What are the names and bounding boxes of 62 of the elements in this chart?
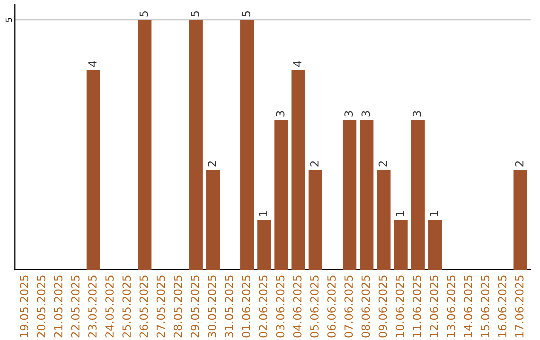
bar	[514, 170, 528, 270]
bar	[360, 120, 374, 270]
x-tick-label: 29.05.2025	[190, 276, 200, 338]
data-label: 3	[412, 111, 422, 117]
bar	[274, 120, 288, 270]
data-label: 1	[396, 211, 404, 216]
x-tick-label: 11.06.2025	[412, 276, 422, 338]
data-label: 3	[276, 111, 285, 117]
x-tick-label: 17.06.2025	[515, 276, 524, 338]
bar	[240, 20, 254, 270]
x-tick-label: 08.06.2025	[362, 276, 370, 338]
x-tick-label: 01.06.2025	[242, 276, 251, 338]
bar	[377, 170, 391, 270]
x-tick-label: 21.05.2025	[54, 276, 63, 338]
data-label: 2	[310, 162, 319, 167]
x-tick-label: 10.06.2025	[396, 276, 404, 338]
x-tick-label: 03.06.2025	[276, 276, 285, 338]
x-tick-label: 24.05.2025	[106, 276, 114, 338]
x-tick-label: 25.05.2025	[122, 276, 132, 338]
data-label: 1	[430, 211, 438, 216]
data-label: 5	[191, 11, 200, 17]
x-tick-label: 28.05.2025	[174, 276, 182, 338]
x-tick-label: 15.06.2025	[481, 276, 490, 338]
bar	[394, 220, 408, 270]
x-tick-label: 26.05.2025	[140, 276, 148, 338]
x-tick-label: 31.05.2025	[225, 276, 234, 338]
bar	[206, 170, 220, 270]
x-tick-label: 30.05.2025	[208, 276, 216, 338]
x-tick-label: 06.06.2025	[328, 276, 336, 338]
data-label: 2	[378, 162, 388, 167]
x-tick-label: 19.05.2025	[20, 276, 29, 338]
data-label: 1	[259, 211, 268, 216]
x-tick-label: 07.06.2025	[344, 276, 354, 338]
x-tick-label: 23.05.2025	[88, 276, 97, 338]
bar	[189, 20, 203, 270]
bar	[258, 220, 272, 270]
data-label: 2	[208, 162, 216, 167]
x-tick-label: 13.06.2025	[447, 276, 456, 338]
data-label: 5	[242, 11, 251, 17]
x-tick-label: 14.06.2025	[464, 276, 473, 338]
bar	[342, 120, 357, 270]
x-tick-label: 02.06.2025	[259, 276, 268, 338]
x-tick-label: 09.06.2025	[378, 276, 388, 338]
data-label: 2	[515, 162, 524, 167]
x-tick-label: 12.06.2025	[430, 276, 438, 338]
data-label: 4	[294, 61, 302, 68]
x-tick-label: 20.05.2025	[37, 276, 46, 338]
data-label: 3	[362, 111, 370, 117]
bar	[428, 220, 442, 270]
bar	[86, 70, 100, 270]
x-tick-label: 22.05.2025	[71, 276, 80, 338]
bar	[292, 70, 306, 270]
data-label: 3	[344, 111, 354, 117]
bar	[308, 170, 322, 270]
x-tick-label: 16.06.2025	[498, 276, 507, 338]
bar	[138, 20, 152, 270]
data-label: 4	[88, 61, 97, 68]
data-label: 5	[140, 11, 148, 17]
x-tick-label: 05.06.2025	[310, 276, 319, 338]
bar	[411, 120, 425, 270]
x-tick-label: 27.05.2025	[156, 276, 166, 338]
x-tick-label: 04.06.2025	[293, 276, 302, 338]
